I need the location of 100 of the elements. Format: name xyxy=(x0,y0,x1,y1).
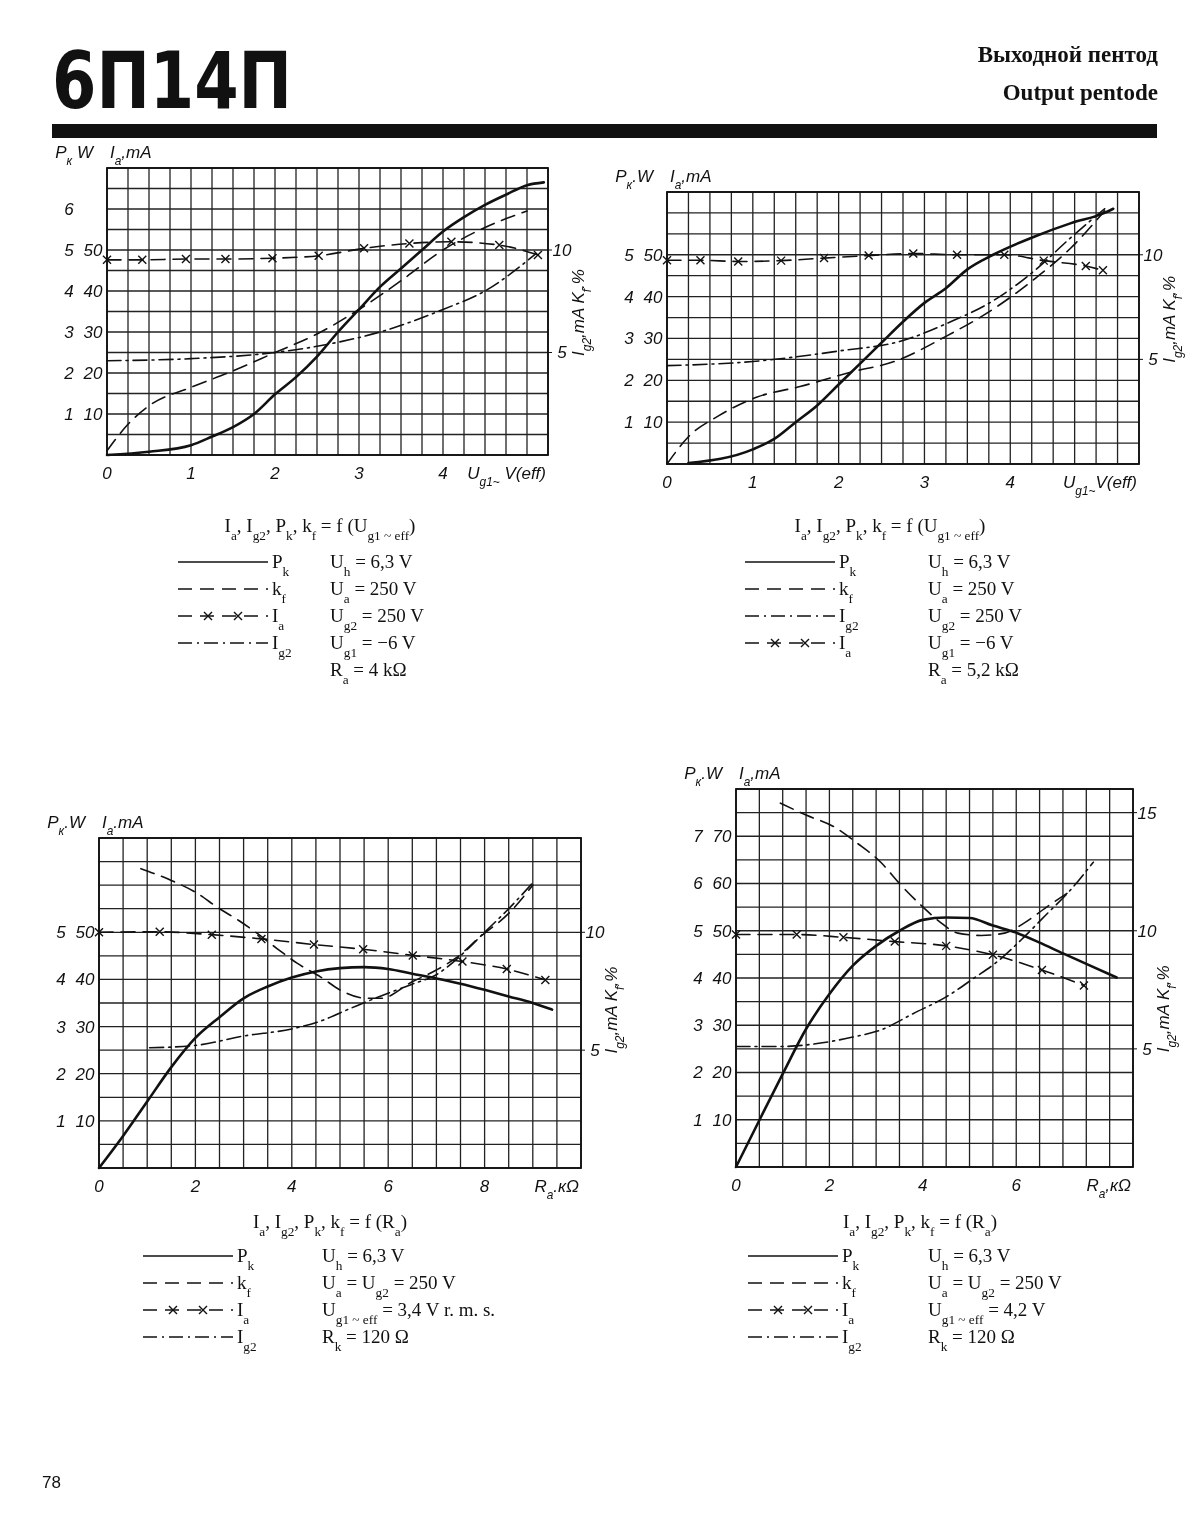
text: U$_{h}$ = 6,3 V xyxy=(928,1245,1011,1273)
y2-tick-label: 10 xyxy=(83,404,103,424)
y-tick-label: 1 xyxy=(64,404,74,424)
y-tick-label: 3 xyxy=(56,1017,67,1037)
x-tick-label: 1 xyxy=(748,473,758,492)
y-tick-label: 4 xyxy=(693,968,703,988)
text: R$_{k}$ = 120 Ω xyxy=(928,1326,1015,1354)
legend-label: k$_{f}$ xyxy=(842,1272,857,1300)
y-tick-label: 2 xyxy=(623,371,635,391)
y2-tick-label: 40 xyxy=(75,970,95,990)
y3-tick-label: 5 xyxy=(557,343,568,363)
x-axis-title: U$_{g1~}$ V(eff) xyxy=(467,464,546,489)
text: U$_{g1 ~ eff}$ = 4,2 V xyxy=(928,1299,1046,1327)
y-tick-label: 5 xyxy=(693,921,704,941)
y-tick-label: 4 xyxy=(64,281,74,301)
text: U$_{g1}$ = −6 V xyxy=(928,632,1014,660)
y2-tick-label: 40 xyxy=(712,968,732,988)
x-tick-label: 0 xyxy=(662,473,673,492)
text: U$_{a}$ = U$_{g2}$ = 250 V xyxy=(322,1272,456,1300)
y2-tick-label: 40 xyxy=(83,281,103,301)
text: U$_{a}$ = 250 V xyxy=(330,578,417,606)
text: R$_{k}$ = 120 Ω xyxy=(322,1326,409,1354)
y2-tick-label: 10 xyxy=(712,1110,732,1130)
y3-tick-label: 10 xyxy=(1137,921,1157,941)
y-tick-label: 3 xyxy=(624,329,635,349)
legend-label: P$_{k}$ xyxy=(237,1245,255,1273)
x-tick-label: 8 xyxy=(479,1177,490,1196)
y-axis-title: P$_{к}$.W xyxy=(615,167,655,192)
y3-tick-label: 10 xyxy=(585,923,605,943)
y-axis-title: P$_{к}$.W xyxy=(47,813,87,838)
text: I$_{a}$, I$_{g2}$, P$_{k}$, k$_{f}$ = f (U$_{g1 ~ eff}$) xyxy=(794,515,986,543)
y2-tick-label: 20 xyxy=(642,371,663,391)
legend-label: I$_{a}$ xyxy=(272,605,285,633)
text: U$_{a}$ = 250 V xyxy=(928,578,1015,606)
y2-tick-label: 50 xyxy=(643,245,663,265)
y-tick-label: 3 xyxy=(693,1016,704,1036)
y3-tick-label: 10 xyxy=(552,240,572,260)
y-axis-title: P$_{к}$ W xyxy=(55,143,95,168)
y-tick-label: 2 xyxy=(63,363,75,383)
x-axis-title: U$_{g1~}$V(eff) xyxy=(1062,473,1137,498)
y2-tick-label: 50 xyxy=(75,923,95,943)
y-tick-label: 5 xyxy=(56,923,67,943)
y2-tick-label: 50 xyxy=(712,921,732,941)
y-tick-label: 2 xyxy=(55,1064,67,1084)
text: U$_{a}$ = U$_{g2}$ = 250 V xyxy=(928,1272,1062,1300)
legend-label: P$_{k}$ xyxy=(842,1245,860,1273)
y-tick-label: 5 xyxy=(64,240,75,260)
legend-label: I$_{a}$ xyxy=(842,1299,855,1327)
y-tick-label: 5 xyxy=(624,245,635,265)
legend-label: I$_{g2}$ xyxy=(237,1326,257,1354)
chart-title: 6П14П xyxy=(52,36,346,126)
y2-tick-label: 70 xyxy=(712,827,732,847)
legend-label: k$_{f}$ xyxy=(272,578,287,606)
x-tick-label: 1 xyxy=(186,464,196,483)
y-axis-title: P$_{к}$.W xyxy=(684,764,724,789)
y-tick-label: 6 xyxy=(64,199,75,219)
text: U$_{g1}$ = −6 V xyxy=(330,632,416,660)
x-tick-label: 0 xyxy=(102,464,113,483)
text: U$_{h}$ = 6,3 V xyxy=(330,551,413,579)
text: I$_{a}$, I$_{g2}$, P$_{k}$, k$_{f}$ = f (R$_{a}$) xyxy=(842,1211,998,1239)
y2-tick-label: 10 xyxy=(75,1111,95,1131)
legend-label: k$_{f}$ xyxy=(839,578,854,606)
legend-label: I$_{a}$ xyxy=(839,632,852,660)
x-tick-label: 2 xyxy=(832,473,844,492)
text: U$_{g2}$ = 250 V xyxy=(928,605,1023,633)
y3-tick-label: 5 xyxy=(1148,350,1159,370)
y2-axis-title: I$_{a}$,mA xyxy=(110,143,152,168)
legend-label: P$_{k}$ xyxy=(272,551,290,579)
legend-label: P$_{k}$ xyxy=(839,551,857,579)
text: I$_{a}$, I$_{g2}$, P$_{k}$, k$_{f}$ = f (R$_{a}$) xyxy=(252,1211,408,1239)
y2-axis-title: I$_{a}$,mA xyxy=(739,764,781,789)
text: U$_{h}$ = 6,3 V xyxy=(322,1245,405,1273)
legend-label: I$_{g2}$ xyxy=(839,605,859,633)
y2-tick-label: 30 xyxy=(712,1016,732,1036)
x-tick-label: 3 xyxy=(919,473,930,492)
y-tick-label: 1 xyxy=(624,413,634,433)
text: U$_{h}$ = 6,3 V xyxy=(928,551,1011,579)
legend-label: I$_{g2}$ xyxy=(842,1326,862,1354)
y2-tick-label: 20 xyxy=(711,1063,732,1083)
y2-tick-label: 20 xyxy=(74,1064,95,1084)
x-tick-label: 4 xyxy=(1005,473,1016,492)
y-tick-label: 4 xyxy=(624,287,634,307)
x-tick-label: 4 xyxy=(438,464,448,483)
x-tick-label: 6 xyxy=(1011,1176,1022,1195)
y2-tick-label: 30 xyxy=(643,329,663,349)
y3-tick-label: 10 xyxy=(1143,245,1163,265)
text: 78 xyxy=(42,1473,61,1492)
y2-tick-label: 40 xyxy=(643,287,663,307)
chart-subtitle: Выходной пентод Output pentode xyxy=(977,42,1159,105)
legend-label: I$_{a}$ xyxy=(237,1299,250,1327)
x-tick-label: 2 xyxy=(823,1176,835,1195)
y3-tick-label: 5 xyxy=(590,1041,601,1061)
y3-tick-label: 5 xyxy=(1142,1039,1153,1059)
y-tick-label: 3 xyxy=(64,322,75,342)
x-tick-label: 6 xyxy=(383,1177,394,1196)
y-tick-label: 7 xyxy=(693,827,704,847)
x-tick-label: 2 xyxy=(189,1177,201,1196)
y2-tick-label: 20 xyxy=(82,363,103,383)
y3-tick-label: 15 xyxy=(1137,803,1157,823)
text: U$_{g1 ~ eff}$ = 3,4 V r. m. s. xyxy=(322,1299,496,1327)
